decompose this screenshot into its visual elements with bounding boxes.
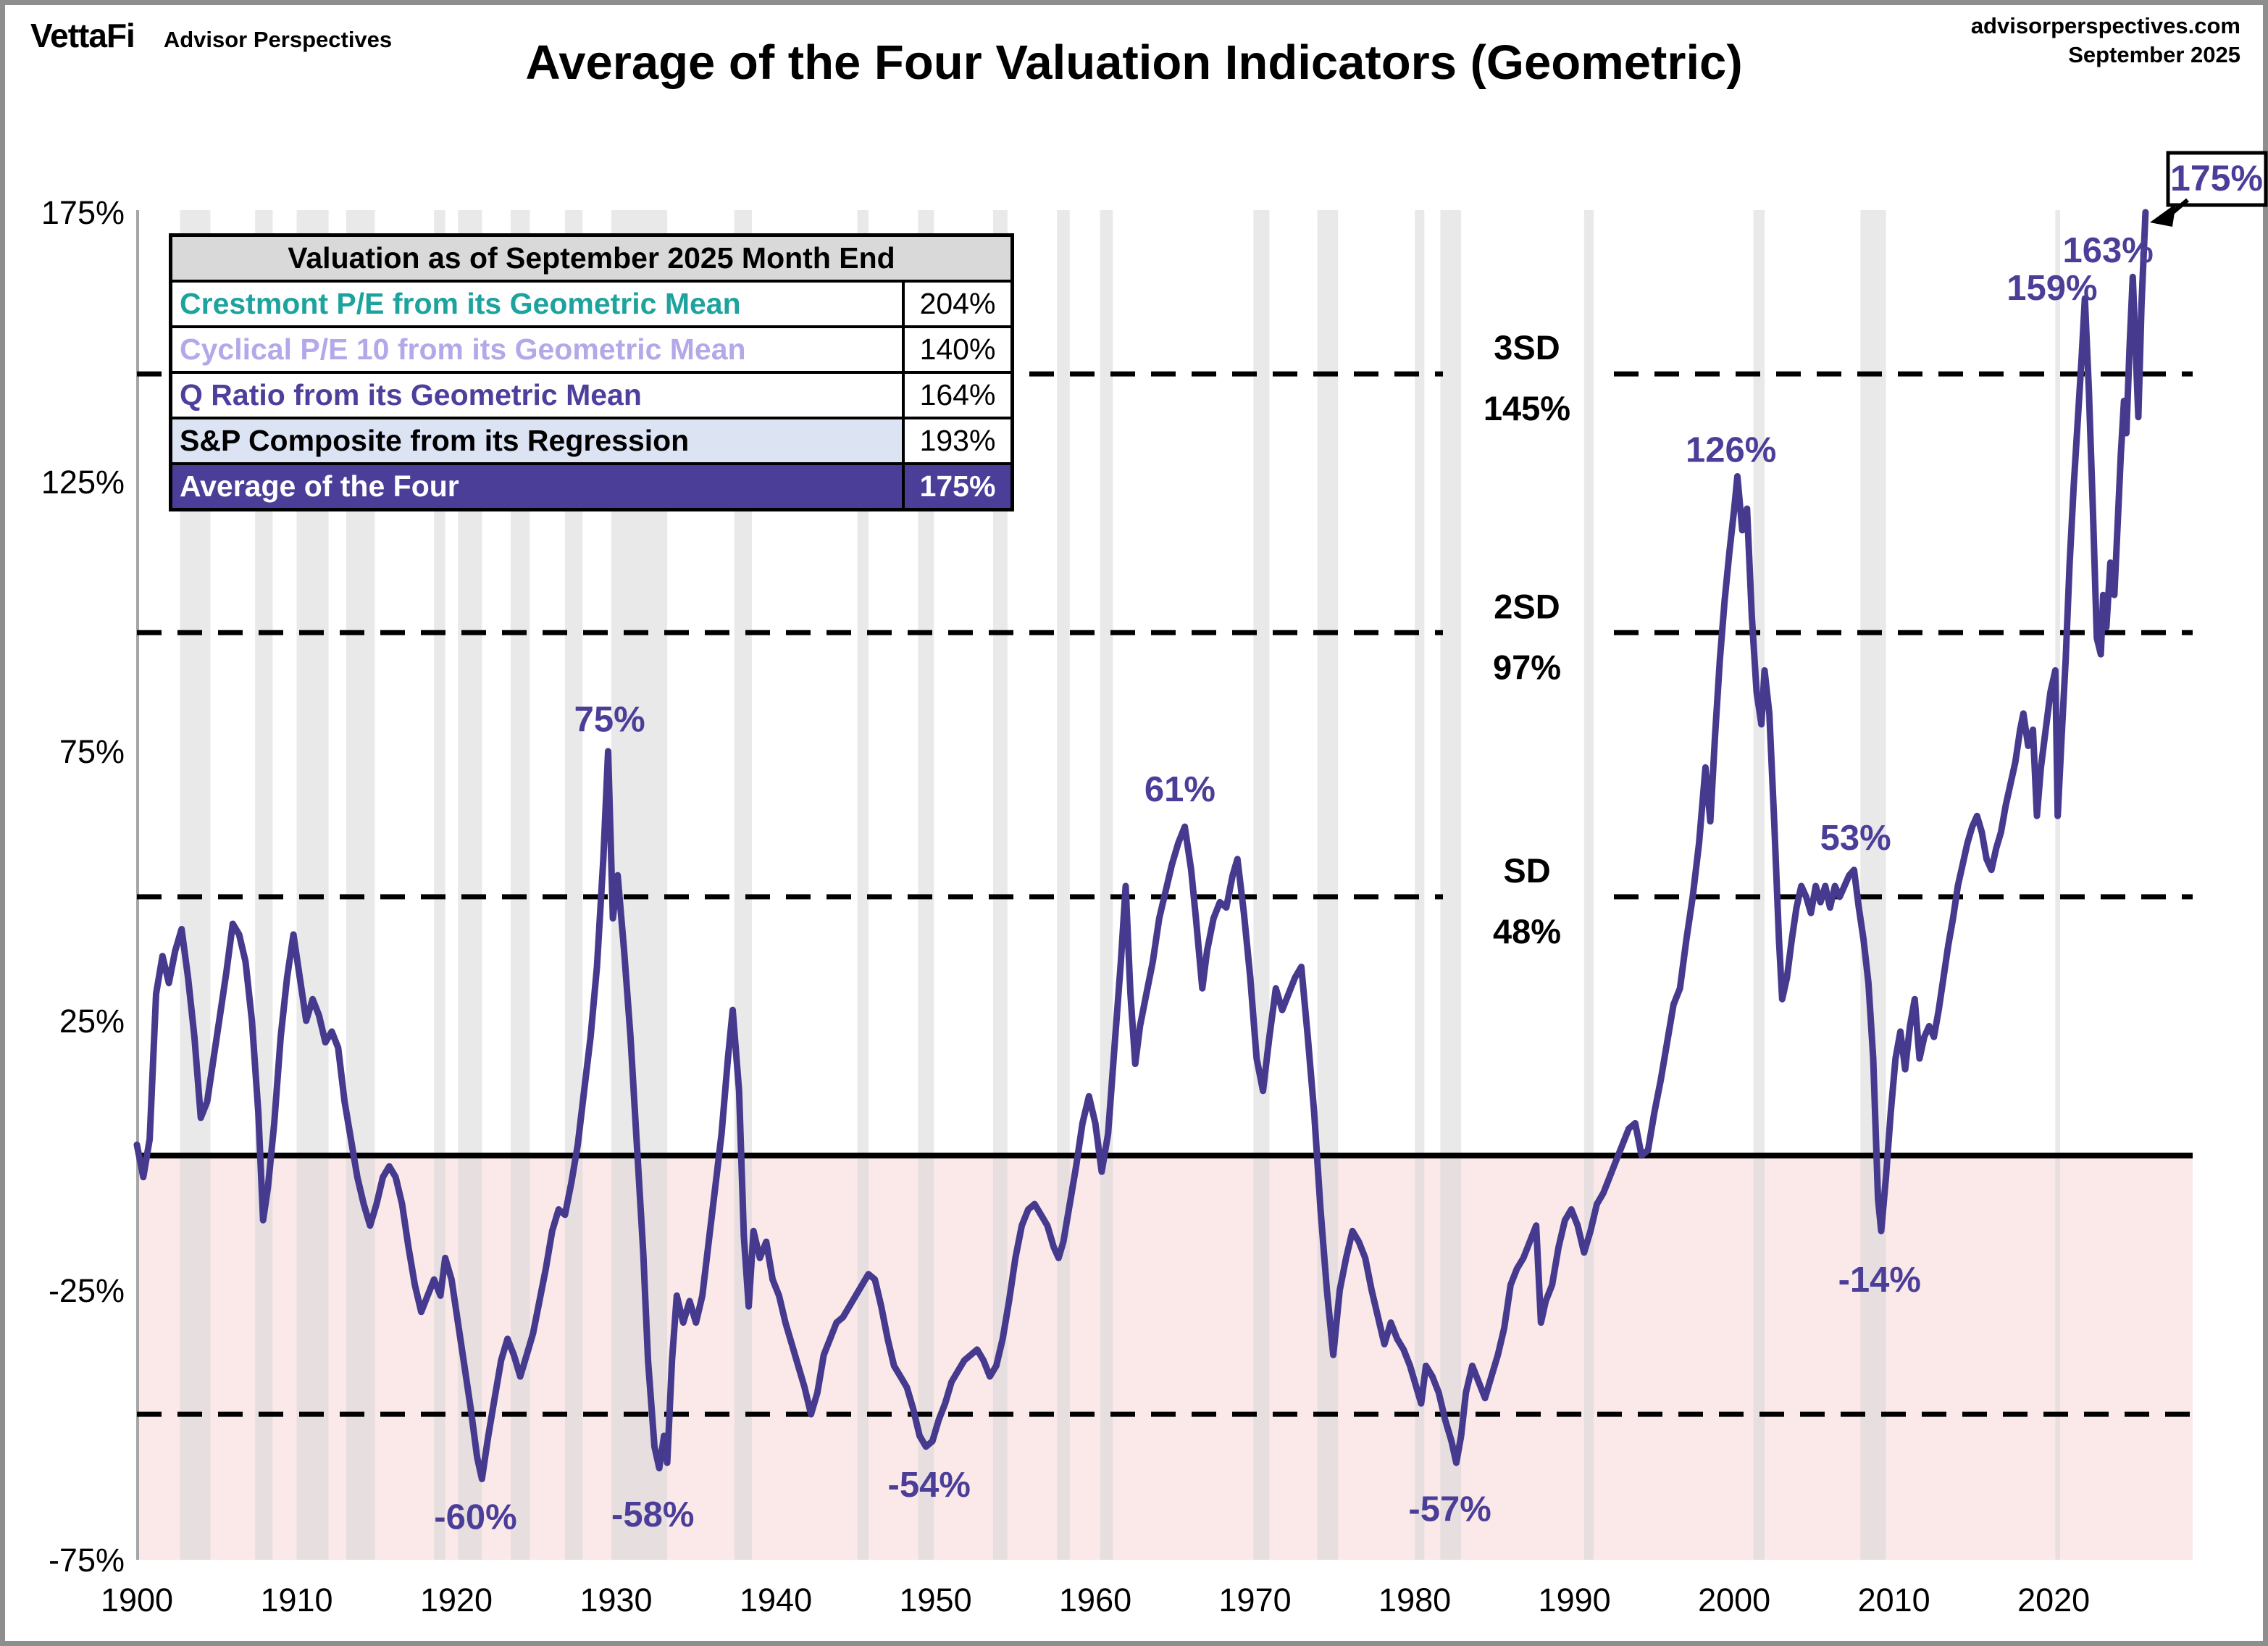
annotation-label: -54% [888, 1466, 971, 1505]
row-label: Q Ratio from its Geometric Mean [172, 374, 902, 417]
x-tick-label: 2000 [1698, 1582, 1770, 1618]
annotation-label: 75% [574, 700, 645, 739]
y-tick-label: 25% [59, 1003, 125, 1040]
brand-name: Advisor Perspectives [163, 27, 393, 52]
annotation-label: -58% [611, 1495, 694, 1534]
annotation-label: 61% [1145, 770, 1215, 809]
x-tick-label: 1930 [579, 1582, 652, 1618]
row-value: 164% [902, 374, 1010, 417]
source-block: advisorperspectives.com September 2025 [1971, 12, 2240, 69]
x-tick-label: 1950 [900, 1582, 972, 1618]
table-row: Crestmont P/E from its Geometric Mean 204… [172, 283, 1010, 328]
valuation-table: Valuation as of September 2025 Month End… [169, 233, 1014, 511]
annotation-label: 163% [2062, 231, 2153, 270]
callout-value: 175% [2170, 158, 2263, 199]
page-title: Average of the Four Valuation Indicators… [525, 35, 1743, 90]
annotation-label: -57% [1408, 1490, 1491, 1529]
x-tick-label: 1920 [420, 1582, 493, 1618]
row-label: Crestmont P/E from its Geometric Mean [172, 283, 902, 325]
table-row: S&P Composite from its Regression 193% [172, 419, 1010, 465]
row-value: 140% [902, 328, 1010, 371]
recession-band [434, 210, 445, 1560]
source-site: advisorperspectives.com [1970, 13, 2240, 38]
source-date: September 2025 [2068, 41, 2240, 67]
row-label: Average of the Four [172, 465, 902, 508]
table-row: Q Ratio from its Geometric Mean 164% [172, 374, 1010, 419]
recession-band [1415, 210, 1425, 1560]
sd-value-label: 145% [1484, 389, 1570, 427]
y-tick-label: 125% [41, 464, 125, 501]
table-row: Average of the Four 175% [172, 465, 1010, 508]
sd-label: SD [1503, 851, 1550, 890]
y-tick-label: -75% [49, 1542, 125, 1579]
sd-label: 3SD [1494, 328, 1560, 367]
recession-band [1253, 210, 1270, 1560]
x-tick-label: 2020 [2017, 1582, 2090, 1618]
recession-band [1753, 210, 1765, 1560]
valuation-table-title: Valuation as of September 2025 Month End [172, 237, 1010, 283]
recession-band [857, 210, 869, 1560]
sd-label: 2SD [1494, 587, 1560, 625]
annotation-label: 126% [1686, 430, 1776, 469]
x-tick-label: 2010 [1858, 1582, 1930, 1618]
brand: VettaFi Advisor Perspectives [30, 16, 392, 55]
annotation-label: -60% [434, 1497, 516, 1537]
recession-band [1057, 210, 1070, 1560]
vettafi-logo: VettaFi [30, 17, 135, 54]
x-tick-label: 1910 [260, 1582, 332, 1618]
recession-band [1860, 210, 1886, 1560]
y-tick-label: 175% [41, 194, 125, 231]
recession-band [1100, 210, 1113, 1560]
x-tick-label: 1940 [740, 1582, 812, 1618]
recession-band [1440, 210, 1462, 1560]
recession-band [1583, 210, 1594, 1560]
row-value: 204% [902, 283, 1010, 325]
x-tick-label: 1960 [1059, 1582, 1131, 1618]
sd-value-label: 97% [1493, 648, 1561, 686]
x-tick-label: 1900 [101, 1582, 173, 1618]
recession-band [992, 210, 1008, 1560]
x-tick-label: 1970 [1219, 1582, 1292, 1618]
y-tick-label: 75% [59, 733, 125, 770]
annotation-label: -14% [1838, 1261, 1921, 1300]
annotation-label: 159% [2007, 269, 2097, 308]
row-label: S&P Composite from its Regression [172, 419, 902, 462]
recession-band [918, 210, 934, 1560]
row-value: 175% [902, 465, 1010, 508]
row-label: Cyclical P/E 10 from its Geometric Mean [172, 328, 902, 371]
callout-arrowhead-icon [2149, 203, 2176, 227]
sd-value-label: 48% [1493, 912, 1561, 951]
x-tick-label: 1980 [1378, 1582, 1451, 1618]
row-value: 193% [902, 419, 1010, 462]
recession-band [2055, 210, 2060, 1560]
callout-box [2166, 151, 2268, 207]
table-row: Cyclical P/E 10 from its Geometric Mean 1… [172, 328, 1010, 374]
y-tick-label: -25% [49, 1272, 125, 1309]
series-line [133, 209, 2149, 1482]
x-tick-label: 1990 [1539, 1582, 1611, 1618]
annotation-label: 53% [1820, 819, 1891, 858]
